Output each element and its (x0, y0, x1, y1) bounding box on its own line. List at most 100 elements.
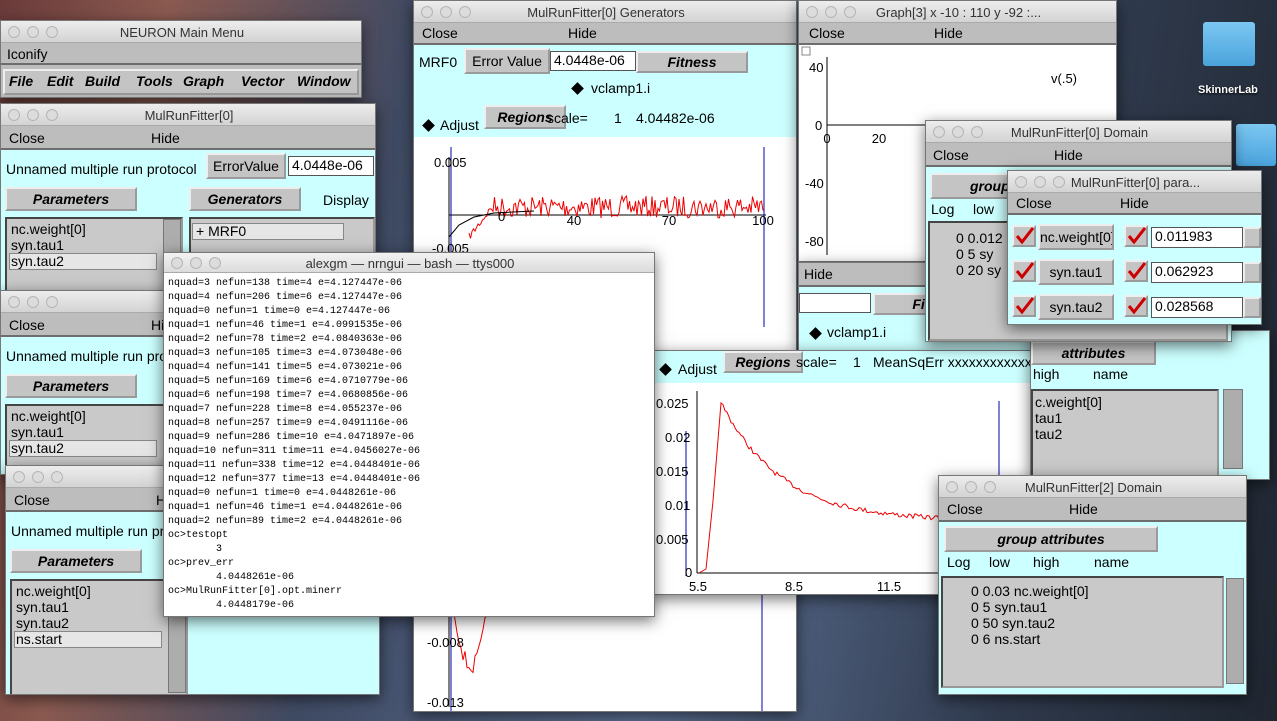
window-control[interactable] (965, 481, 977, 493)
parameter-item[interactable]: syn.tau1 (16, 599, 69, 615)
hide[interactable]: Hide (151, 130, 180, 146)
window-control[interactable] (51, 471, 63, 483)
window-control[interactable] (825, 6, 837, 18)
menu-item[interactable]: File (9, 73, 34, 89)
window-control[interactable] (984, 481, 996, 493)
close[interactable]: Close (14, 492, 50, 508)
iconify[interactable]: Iconify (7, 46, 48, 62)
menu-item[interactable]: Window (297, 73, 351, 89)
error-button[interactable]: Error Value (464, 48, 550, 74)
parameter-item[interactable]: ns.start (16, 631, 62, 647)
close[interactable]: Close (9, 317, 45, 333)
window-control[interactable] (190, 257, 202, 269)
parameter-item[interactable]: nc.weight[0] (11, 221, 86, 237)
window-control[interactable] (8, 109, 20, 121)
group-button[interactable]: attributes (1031, 341, 1156, 365)
parameters-button[interactable]: Parameters (10, 549, 142, 573)
parameter-button[interactable]: syn.tau1 (1038, 259, 1114, 285)
window-control[interactable] (46, 26, 58, 38)
main-menu-window: NEURON Main Menu Iconify File Edit Build Tool… (0, 20, 362, 98)
error-value[interactable] (799, 293, 871, 313)
window-control[interactable] (8, 296, 20, 308)
close[interactable]: Close (1016, 195, 1052, 211)
window-control[interactable] (46, 296, 58, 308)
menu-item[interactable]: Build (85, 73, 120, 89)
regions-button[interactable]: Regions (723, 351, 803, 373)
parameters-button[interactable]: Parameters (5, 187, 137, 211)
error-value[interactable]: 4.0448e-06 (288, 156, 374, 176)
window-control[interactable] (440, 6, 452, 18)
parameters-button[interactable]: Parameters (5, 374, 137, 398)
menu-item[interactable]: Graph (183, 73, 225, 89)
spinner[interactable] (1243, 227, 1261, 248)
close[interactable]: Close (9, 130, 45, 146)
menu-item[interactable]: Edit (47, 73, 74, 89)
parameter-item[interactable]: syn.tau2 (11, 440, 64, 456)
parameter-value[interactable]: 0.028568 (1151, 297, 1243, 318)
checkbox[interactable] (1124, 225, 1148, 247)
window-control[interactable] (946, 481, 958, 493)
generator-item[interactable]: + MRF0 (196, 223, 247, 239)
parameter-value[interactable]: 0.062923 (1151, 262, 1243, 283)
hide[interactable]: Hide (568, 25, 597, 41)
parameter-button[interactable]: nc.weight[0] (1038, 224, 1114, 250)
window-control[interactable] (421, 6, 433, 18)
check-mark (1015, 262, 1034, 280)
parameter-item[interactable]: nc.weight[0] (16, 583, 91, 599)
checkbox[interactable] (1012, 295, 1036, 317)
checkbox[interactable] (1124, 260, 1148, 282)
hide[interactable]: Hide (1120, 195, 1149, 211)
spinner[interactable] (1243, 262, 1261, 283)
close[interactable]: Close (422, 25, 458, 41)
hide[interactable]: Hi (151, 317, 165, 333)
window-control[interactable] (32, 471, 44, 483)
close[interactable]: Close (947, 501, 983, 517)
parameter-button[interactable]: syn.tau2 (1038, 294, 1114, 320)
regions-button[interactable]: Regions (484, 105, 566, 129)
window-control[interactable] (8, 26, 20, 38)
hide[interactable]: Hide (1069, 501, 1098, 517)
window-control[interactable] (27, 26, 39, 38)
window-control[interactable] (459, 6, 471, 18)
generators-button[interactable]: Generators (189, 187, 301, 211)
window-control[interactable] (971, 126, 983, 138)
parameter-item[interactable]: syn.tau1 (11, 237, 64, 253)
checkbox[interactable] (1124, 295, 1148, 317)
window-control[interactable] (46, 109, 58, 121)
attribute-row: 0 5 sy (956, 246, 994, 262)
y-tick-label: -40 (805, 176, 824, 191)
window-control[interactable] (933, 126, 945, 138)
hide[interactable]: Hide (804, 266, 833, 282)
window-control[interactable] (952, 126, 964, 138)
checkbox[interactable] (1012, 225, 1036, 247)
window-control[interactable] (171, 257, 183, 269)
window-control[interactable] (1053, 176, 1065, 188)
fitness-button[interactable]: Fitness (636, 51, 748, 73)
spinner[interactable] (1243, 297, 1261, 318)
close[interactable]: Close (933, 147, 969, 163)
error-value[interactable]: 4.0448e-06 (550, 51, 636, 71)
parameter-item[interactable]: syn.tau2 (16, 615, 69, 631)
error-button[interactable]: ErrorValue (206, 153, 286, 179)
parameter-item[interactable]: syn.tau1 (11, 424, 64, 440)
window-control[interactable] (844, 6, 856, 18)
window-control[interactable] (13, 471, 25, 483)
checkbox[interactable] (1012, 260, 1036, 282)
window-control[interactable] (209, 257, 221, 269)
parameter-value[interactable]: 0.011983 (1151, 227, 1243, 248)
window-control[interactable] (27, 296, 39, 308)
hide[interactable]: Hide (1054, 147, 1083, 163)
parameter-item[interactable]: syn.tau2 (11, 253, 64, 269)
display[interactable]: Display (323, 192, 369, 208)
window-control[interactable] (806, 6, 818, 18)
hide[interactable]: Hide (934, 25, 963, 41)
hide[interactable]: H (156, 492, 167, 508)
group-button[interactable]: group attributes (944, 526, 1158, 552)
close[interactable]: Close (809, 25, 845, 41)
menu-item[interactable]: Tools (136, 73, 173, 89)
window-control[interactable] (27, 109, 39, 121)
parameter-item[interactable]: nc.weight[0] (11, 408, 86, 424)
window-control[interactable] (1034, 176, 1046, 188)
window-control[interactable] (1015, 176, 1027, 188)
menu-item[interactable]: Vector (241, 73, 285, 89)
